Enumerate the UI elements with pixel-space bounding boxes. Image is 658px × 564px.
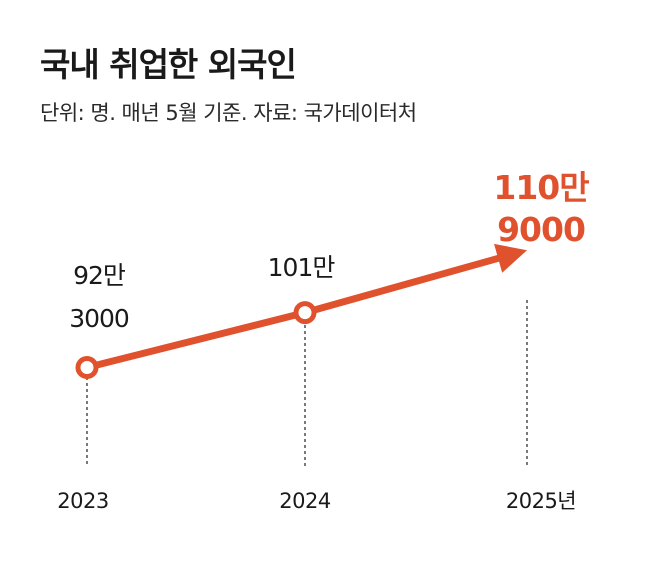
value-label-2025-line-1: 110만 (493, 168, 589, 207)
value-label-2023-line-1: 92만 (73, 261, 126, 290)
x-tick-label-2024: 2024 (279, 489, 331, 513)
x-tick-label-2023: 2023 (57, 489, 108, 513)
chart-subtitle: 단위: 명. 매년 5월 기준. 자료: 국가데이터처 (40, 101, 417, 125)
value-label-2025-line-2: 9000 (497, 210, 585, 249)
chart-title: 국내 취업한 외국인 (40, 45, 297, 84)
value-label-2023-line-2: 3000 (69, 304, 129, 333)
value-label-2024-line-1: 101만 (268, 253, 336, 282)
data-point-2024 (293, 301, 317, 325)
x-tick-label-2025: 2025년 (506, 489, 576, 513)
data-point-2023 (75, 356, 99, 379)
arrowhead-2025 (494, 243, 527, 273)
